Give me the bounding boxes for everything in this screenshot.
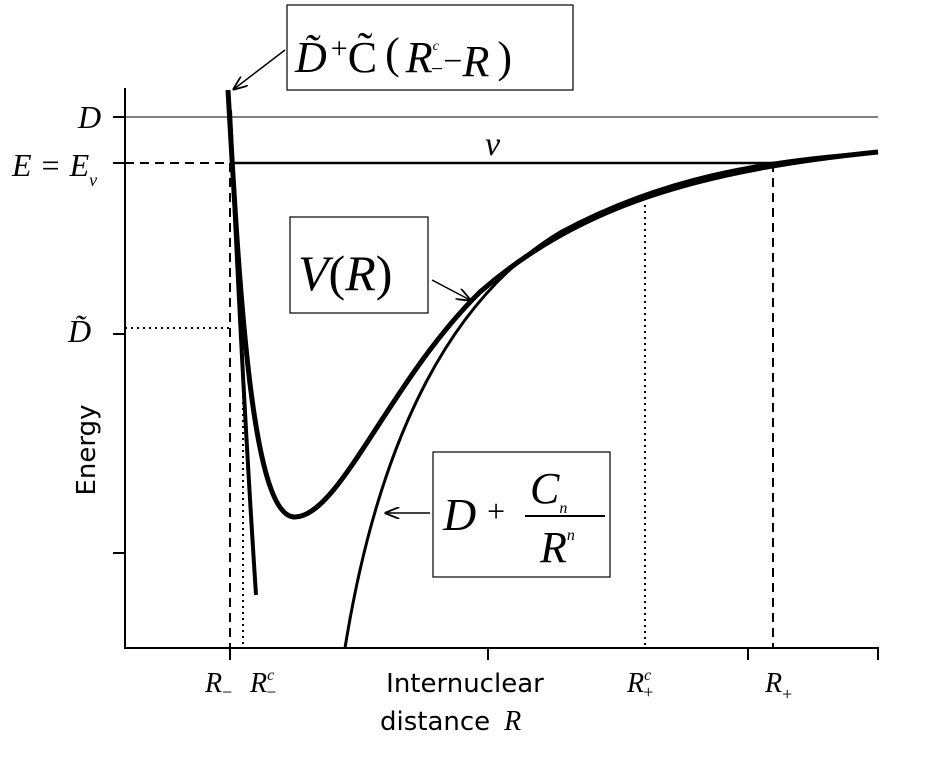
guides [125, 116, 878, 648]
axes [113, 88, 879, 660]
label-part: − [431, 56, 443, 81]
label-part: distance [380, 707, 490, 737]
label-part: R [344, 245, 376, 301]
label-part: − [443, 43, 462, 80]
label-part: R [249, 668, 267, 699]
label-part: c [267, 667, 274, 684]
level-d: D [77, 99, 101, 135]
label-part: E [69, 147, 90, 183]
label-part: C [530, 464, 560, 513]
svg-text:Cn: Cn [530, 464, 567, 517]
label-part: v [89, 170, 97, 190]
label-part: D [442, 489, 476, 540]
label-part: + [331, 32, 348, 65]
label-part: + [485, 493, 507, 529]
label-part: D̃ [294, 33, 327, 82]
x-mark: Rc + [626, 667, 653, 702]
label-part: ) [376, 245, 393, 301]
label-part: n [567, 527, 575, 544]
label-part: ) [497, 33, 512, 82]
svg-text:D̃+C̃(Rc−−R): D̃ +C̃(Rc −−R) [294, 29, 512, 86]
x-mark: R− [204, 668, 232, 702]
label-part: R [539, 523, 567, 572]
label-part: ( [385, 29, 400, 78]
label-part: c [644, 667, 651, 684]
wall-box: D̃ +C̃(Rc −−R) [234, 4, 574, 90]
label-part: E [11, 147, 32, 183]
label-part: ( [329, 245, 346, 301]
label-part: V [298, 245, 334, 301]
potential-box: V(R) [289, 216, 470, 314]
label-part: n [559, 500, 567, 517]
level-dtilde: D̃ [67, 313, 91, 349]
x-label: Internuclear [386, 669, 544, 699]
longrange-curve [343, 150, 879, 649]
x-label: distance R [380, 706, 521, 737]
label-part: R [764, 668, 782, 699]
label-part: C̃ [348, 33, 377, 82]
x-mark: R+ [764, 668, 792, 704]
potential-curve [225, 89, 879, 520]
label-part: R [204, 668, 222, 699]
wall-line [228, 109, 258, 596]
x-mark: Rc − [249, 667, 276, 702]
label-part: R [626, 668, 644, 699]
longrange-box: D + Cn Rn [386, 451, 611, 578]
svg-text:V(R): V(R) [298, 245, 392, 301]
label-part: R [503, 706, 521, 737]
label-part: − [266, 682, 276, 702]
label-part: + [643, 682, 653, 702]
level-e: E = Ev [11, 147, 97, 190]
svg-text:Rn: Rn [539, 523, 575, 572]
label-part: − [222, 682, 232, 702]
label-part: + [782, 684, 792, 704]
y-label: Energy [72, 404, 102, 495]
label-part: R [461, 37, 489, 86]
label-part: c [433, 39, 440, 54]
label-part: R [405, 33, 433, 82]
level-v: v [485, 126, 501, 163]
label-part: = [42, 147, 60, 183]
